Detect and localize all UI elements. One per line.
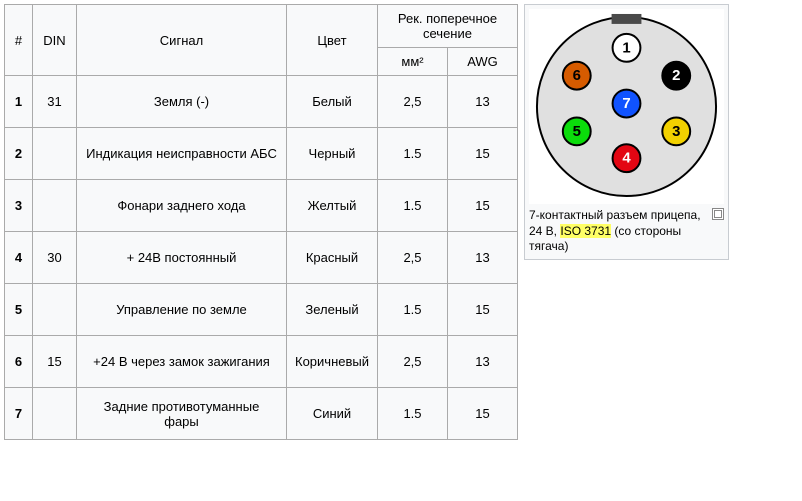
cell-signal: Земля (-) xyxy=(77,76,287,128)
cell-din xyxy=(33,284,77,336)
connector-diagram: 1 2 3 4 5 6 7 xyxy=(529,9,724,204)
cell-signal: + 24В постоянный xyxy=(77,232,287,284)
cell-color: Красный xyxy=(287,232,378,284)
cell-number: 3 xyxy=(5,180,33,232)
pin-label-4: 4 xyxy=(622,150,631,167)
cell-mm2: 1.5 xyxy=(378,284,448,336)
figure-caption: 7-контактный разъем прицепа, 24 B, ISO 3… xyxy=(529,208,724,255)
cell-mm2: 2,5 xyxy=(378,76,448,128)
table-row: 615+24 В через замок зажиганияКоричневый… xyxy=(5,336,518,388)
cell-mm2: 1.5 xyxy=(378,180,448,232)
pinout-table: # DIN Сигнал Цвет Рек. поперечное сечени… xyxy=(4,4,518,440)
cell-din xyxy=(33,128,77,180)
cell-number: 5 xyxy=(5,284,33,336)
cell-number: 6 xyxy=(5,336,33,388)
cell-number: 4 xyxy=(5,232,33,284)
th-signal: Сигнал xyxy=(77,5,287,76)
cell-din: 31 xyxy=(33,76,77,128)
cell-signal: Задние противотуманные фары xyxy=(77,388,287,440)
cell-awg: 15 xyxy=(448,128,518,180)
enlarge-icon[interactable] xyxy=(712,208,724,220)
cell-awg: 13 xyxy=(448,336,518,388)
pin-label-5: 5 xyxy=(573,123,581,140)
cell-signal: Управление по земле xyxy=(77,284,287,336)
table-row: 2 Индикация неисправности АБСЧерный1.515 xyxy=(5,128,518,180)
cell-signal: Фонари заднего хода xyxy=(77,180,287,232)
cell-din: 15 xyxy=(33,336,77,388)
th-din: DIN xyxy=(33,5,77,76)
table-row: 430+ 24В постоянныйКрасный2,513 xyxy=(5,232,518,284)
cell-color: Синий xyxy=(287,388,378,440)
cell-mm2: 1.5 xyxy=(378,388,448,440)
table-row: 3 Фонари заднего ходаЖелтый1.515 xyxy=(5,180,518,232)
cell-awg: 13 xyxy=(448,76,518,128)
cell-awg: 13 xyxy=(448,232,518,284)
cell-mm2: 1.5 xyxy=(378,128,448,180)
cell-din xyxy=(33,388,77,440)
th-section: Рек. поперечное сечение xyxy=(378,5,518,48)
cell-signal: +24 В через замок зажигания xyxy=(77,336,287,388)
cell-color: Желтый xyxy=(287,180,378,232)
cell-color: Черный xyxy=(287,128,378,180)
cell-color: Зеленый xyxy=(287,284,378,336)
cell-number: 2 xyxy=(5,128,33,180)
th-number: # xyxy=(5,5,33,76)
pin-label-6: 6 xyxy=(573,67,581,84)
cell-color: Коричневый xyxy=(287,336,378,388)
pin-label-3: 3 xyxy=(672,123,680,140)
cell-signal: Индикация неисправности АБС xyxy=(77,128,287,180)
cell-din xyxy=(33,180,77,232)
table-row: 131Земля (-)Белый2,513 xyxy=(5,76,518,128)
cell-awg: 15 xyxy=(448,180,518,232)
cell-awg: 15 xyxy=(448,284,518,336)
cell-awg: 15 xyxy=(448,388,518,440)
table-row: 5 Управление по землеЗеленый1.515 xyxy=(5,284,518,336)
table-body: 131Земля (-)Белый2,5132Индикация неиспра… xyxy=(5,76,518,440)
caption-highlight: ISO 3731 xyxy=(560,224,611,238)
table-row: 7 Задние противотуманные фарыСиний1.515 xyxy=(5,388,518,440)
cell-din: 30 xyxy=(33,232,77,284)
cell-mm2: 2,5 xyxy=(378,232,448,284)
cell-number: 1 xyxy=(5,76,33,128)
cell-number: 7 xyxy=(5,388,33,440)
th-mm2: мм² xyxy=(378,48,448,76)
th-color: Цвет xyxy=(287,5,378,76)
pin-label-1: 1 xyxy=(622,39,630,56)
th-awg: AWG xyxy=(448,48,518,76)
connector-figure: 1 2 3 4 5 6 7 7-контактный разъем прицепа, 24 … xyxy=(524,4,729,260)
pin-label-2: 2 xyxy=(672,67,680,84)
cell-mm2: 2,5 xyxy=(378,336,448,388)
cell-color: Белый xyxy=(287,76,378,128)
pin-label-7: 7 xyxy=(622,95,630,112)
